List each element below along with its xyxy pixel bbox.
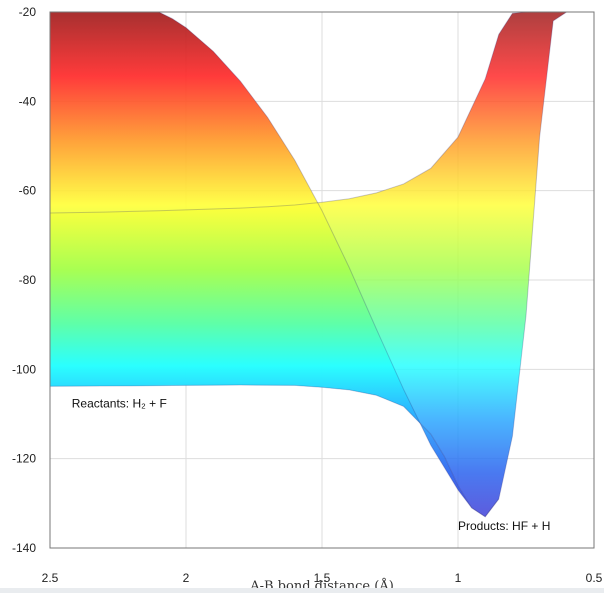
series-2-boundary	[50, 12, 500, 518]
energy-surface	[50, 12, 594, 518]
x-tick-label: 2	[183, 571, 190, 585]
y-tick-label: -120	[12, 452, 36, 466]
plot-frame	[49, 11, 595, 549]
product-valley-region	[50, 12, 594, 517]
annotations: Reactants: H₂ + F Products: HF + H	[72, 396, 551, 533]
x-tick-label: 0.5	[586, 571, 603, 585]
x-tick-label: 1	[455, 571, 462, 585]
annotation-label: Products: HF + H	[458, 519, 550, 533]
y-tick-label: -40	[19, 94, 37, 108]
annotation-label: Reactants: H₂ + F	[72, 396, 167, 410]
x-tick-label: 1.5	[314, 571, 331, 585]
series-1-boundary	[50, 12, 594, 214]
y-tick-label: -140	[12, 541, 36, 555]
y-axis-ticks: -20 -40 -60 -80 -100 -120 -140	[12, 5, 36, 555]
y-tick-label: -100	[12, 362, 36, 376]
y-tick-label: -80	[19, 273, 37, 287]
axes	[49, 11, 595, 549]
x-axis-ticks: 2.5 2 1.5 1 0.5	[42, 571, 603, 585]
bottom-strip	[0, 588, 604, 593]
y-tick-label: -20	[19, 5, 37, 19]
x-tick-label: 2.5	[42, 571, 59, 585]
y-tick-label: -60	[19, 184, 37, 198]
series-0-boundary	[50, 12, 568, 518]
